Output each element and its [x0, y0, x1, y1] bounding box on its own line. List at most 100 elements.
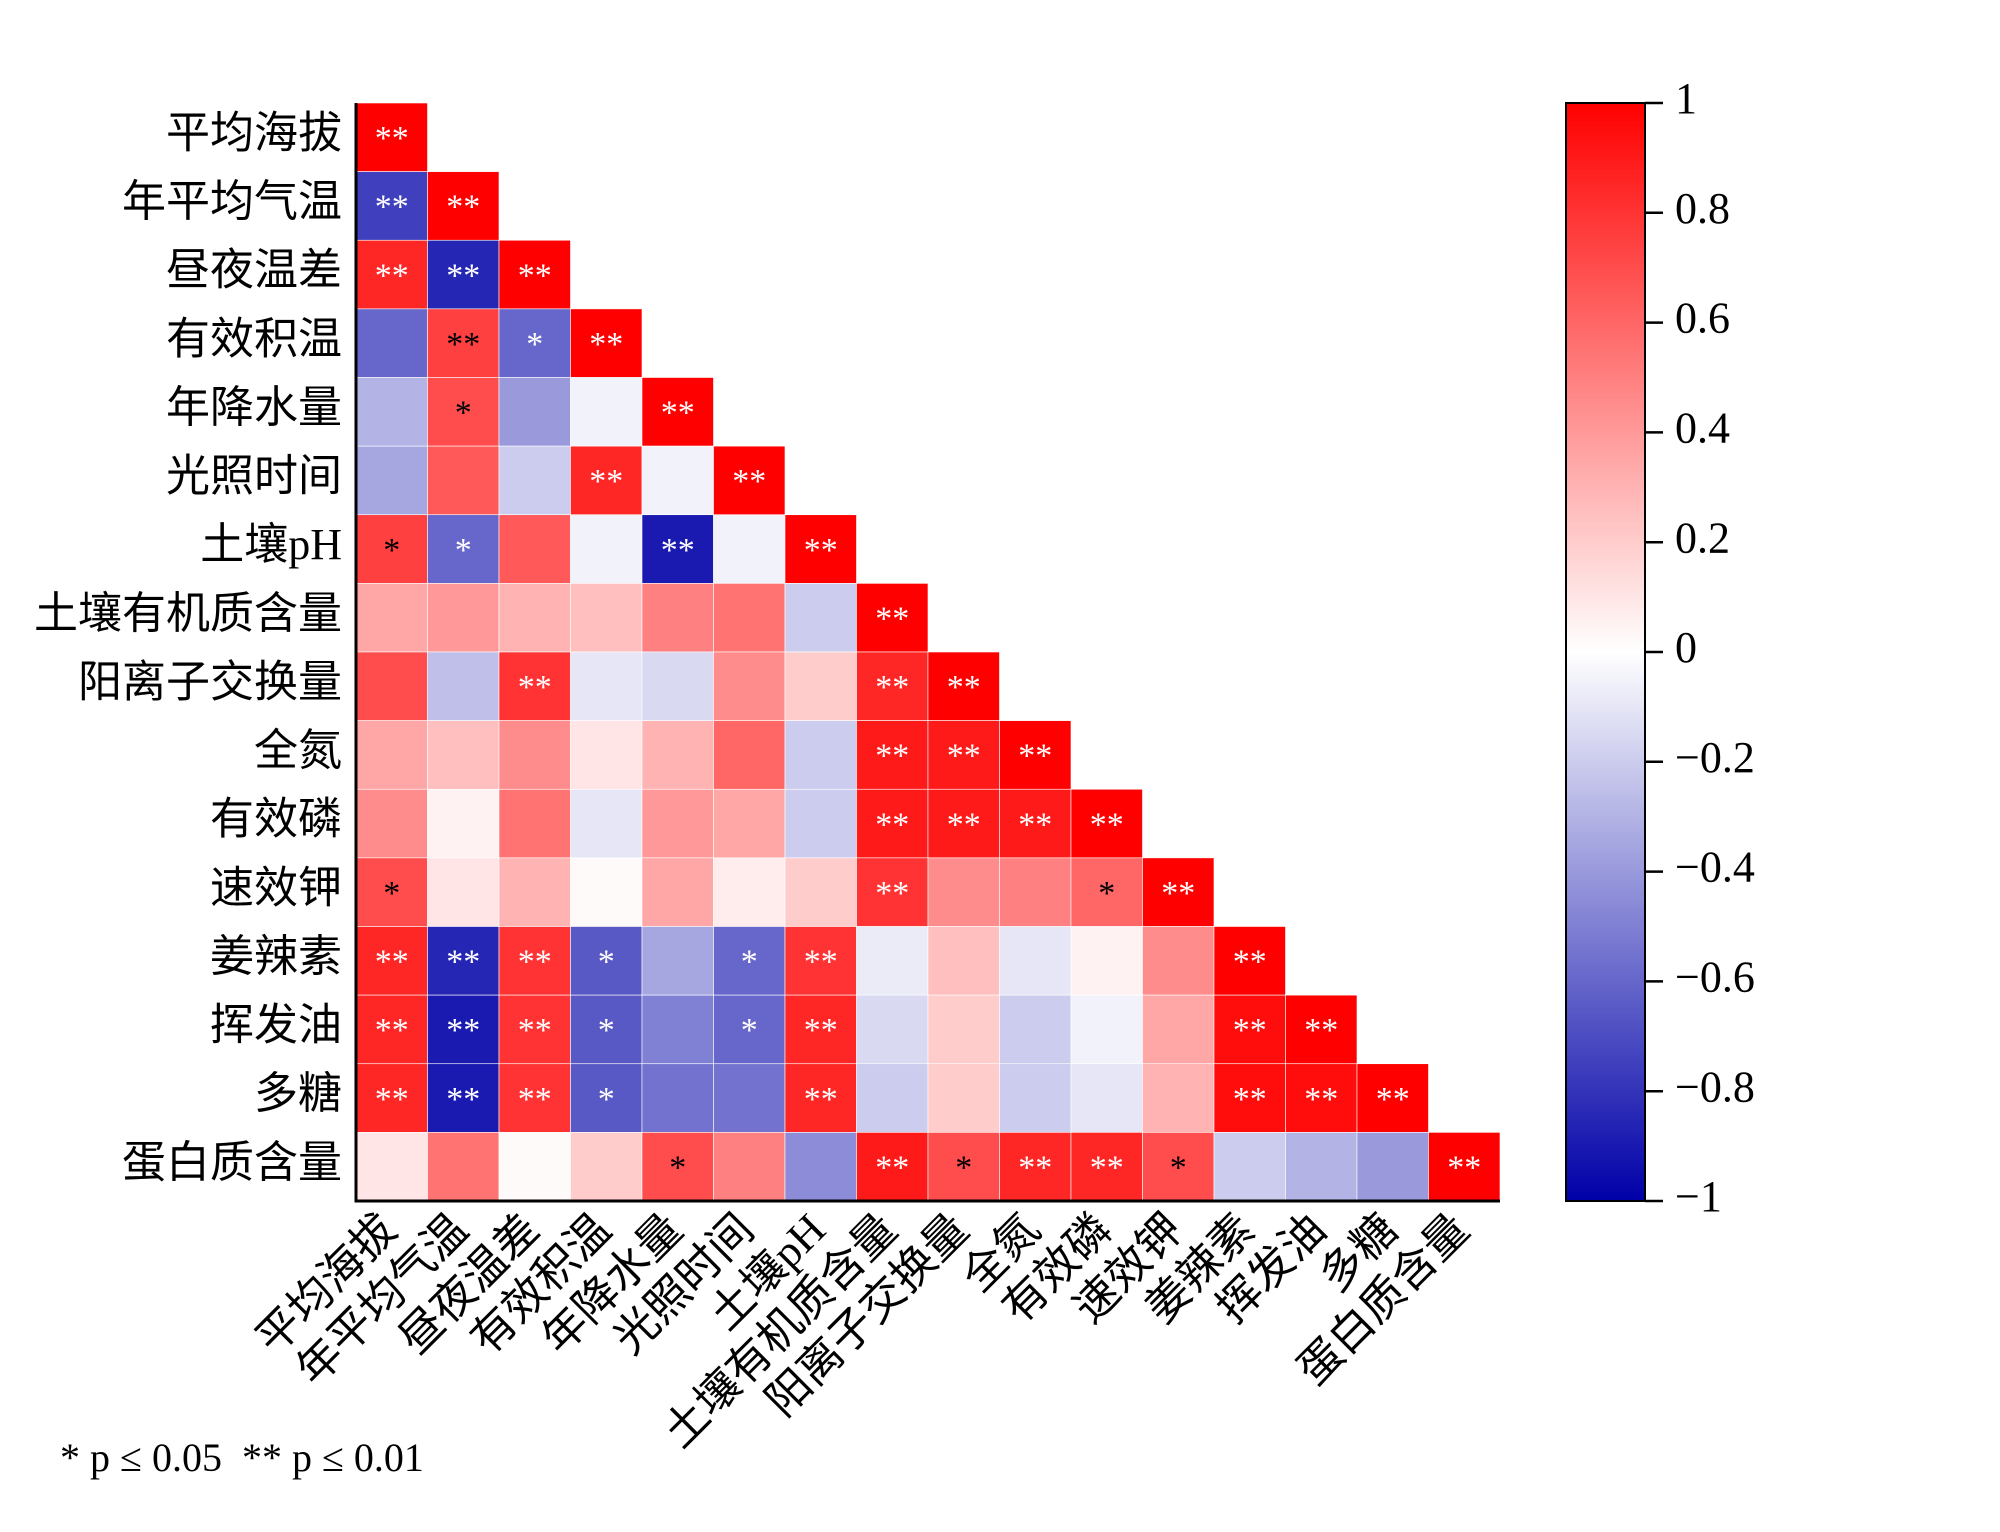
significance-label: ** — [804, 1081, 838, 1118]
heatmap-cell — [784, 720, 857, 790]
significance-label: ** — [375, 189, 409, 226]
heatmap-cell — [427, 720, 500, 790]
heatmap-cell — [570, 788, 643, 859]
y-tick-label: 年平均气温 — [122, 177, 342, 226]
heatmap-cell — [713, 1063, 786, 1133]
heatmap-cell — [999, 1132, 1072, 1202]
heatmap-cell — [498, 308, 571, 378]
heatmap-cell — [999, 1063, 1072, 1133]
y-tick-label: 蛋白质含量 — [122, 1138, 342, 1187]
significance-label: ** — [875, 806, 909, 843]
heatmap-cell — [355, 583, 428, 653]
heatmap-cell — [713, 651, 786, 721]
significance-label: ** — [446, 326, 480, 363]
significance-label: ** — [518, 1081, 552, 1118]
significance-label: ** — [1233, 1012, 1267, 1049]
heatmap-cell — [570, 857, 643, 927]
significance-label: ** — [446, 944, 480, 981]
significance-label: ** — [947, 806, 981, 843]
heatmap-cell — [355, 308, 428, 378]
heatmap-cell — [1285, 1132, 1358, 1202]
heatmap-cell — [784, 994, 857, 1065]
y-tick-label: 有效积温 — [166, 314, 342, 363]
significance-label: ** — [518, 257, 552, 294]
heatmap-cell — [570, 994, 643, 1065]
heatmap-cell — [999, 857, 1072, 927]
significance-label: * — [598, 1012, 615, 1049]
heatmap-cell — [856, 720, 929, 790]
heatmap-cell — [999, 926, 1072, 996]
significance-label: * — [669, 1149, 686, 1186]
heatmap-cell — [1070, 788, 1143, 859]
heatmap-cell — [355, 994, 428, 1065]
heatmap-cell — [641, 1132, 714, 1202]
significance-label: * — [955, 1149, 972, 1186]
heatmap-cell — [1142, 1132, 1215, 1202]
heatmap-cell — [355, 788, 428, 859]
heatmap-cell — [1213, 926, 1286, 996]
significance-label: ** — [804, 1012, 838, 1049]
heatmap-cell — [498, 926, 571, 996]
y-tick-label: 姜辣素 — [210, 932, 342, 981]
colorbar-tick-label: 0.4 — [1675, 403, 1730, 452]
significance-label: ** — [1018, 738, 1052, 775]
colorbar-tick-label: 0.2 — [1675, 513, 1730, 562]
y-tick-label: 有效磷 — [210, 795, 342, 844]
y-tick-label: 多糖 — [254, 1069, 342, 1118]
heatmap-cell — [498, 445, 571, 516]
heatmap-cell — [1142, 926, 1215, 996]
heatmap-cell — [927, 651, 1000, 721]
significance-label: ** — [375, 120, 409, 157]
heatmap-cell — [498, 994, 571, 1065]
y-tick-label: 土壤有机质含量 — [34, 589, 342, 638]
heatmap-cell — [570, 377, 643, 447]
heatmap-cell — [641, 514, 714, 584]
significance-label: ** — [875, 600, 909, 637]
heatmap-cell — [1142, 994, 1215, 1065]
heatmap-cell — [856, 926, 929, 996]
significance-label: ** — [875, 1149, 909, 1186]
heatmap-cell — [427, 171, 500, 241]
heatmap-cell — [427, 583, 500, 653]
significance-label: * — [1170, 1149, 1187, 1186]
heatmap-cell — [355, 377, 428, 447]
heatmap-cell — [713, 788, 786, 859]
significance-label: ** — [589, 326, 623, 363]
significance-label: ** — [446, 1081, 480, 1118]
heatmap-cell — [1070, 1063, 1143, 1133]
significance-label: ** — [947, 738, 981, 775]
heatmap-cell — [784, 1132, 857, 1202]
heatmap-cell — [927, 857, 1000, 927]
heatmap-cell — [498, 1063, 571, 1133]
colorbar-tick-label: −0.6 — [1675, 952, 1755, 1001]
y-tick-label: 土壤pH — [200, 520, 342, 569]
significance-label: ** — [375, 257, 409, 294]
heatmap-cell — [570, 445, 643, 516]
significance-label: ** — [1018, 806, 1052, 843]
heatmap-cell — [1070, 926, 1143, 996]
heatmap-cell — [641, 445, 714, 516]
heatmap-cell — [713, 857, 786, 927]
heatmap-cell — [427, 239, 500, 310]
significance-label: ** — [1233, 944, 1267, 981]
heatmap-cell — [570, 514, 643, 584]
significance-label: ** — [1447, 1149, 1481, 1186]
heatmap-cell — [784, 857, 857, 927]
significance-label: ** — [518, 1012, 552, 1049]
y-tick-label: 平均海拔 — [166, 108, 342, 157]
heatmap-cell — [355, 1063, 428, 1133]
heatmap-cell — [641, 720, 714, 790]
heatmap-cell — [570, 1063, 643, 1133]
heatmap-cell — [498, 583, 571, 653]
significance-label: ** — [518, 669, 552, 706]
heatmap-cell — [641, 1063, 714, 1133]
heatmap-cell — [713, 720, 786, 790]
significance-label: ** — [1376, 1081, 1410, 1118]
heatmap-cell — [641, 926, 714, 996]
heatmap-cell — [713, 926, 786, 996]
significance-label: ** — [1090, 1149, 1124, 1186]
heatmap-cell — [784, 514, 857, 584]
heatmap-cell — [999, 994, 1072, 1065]
